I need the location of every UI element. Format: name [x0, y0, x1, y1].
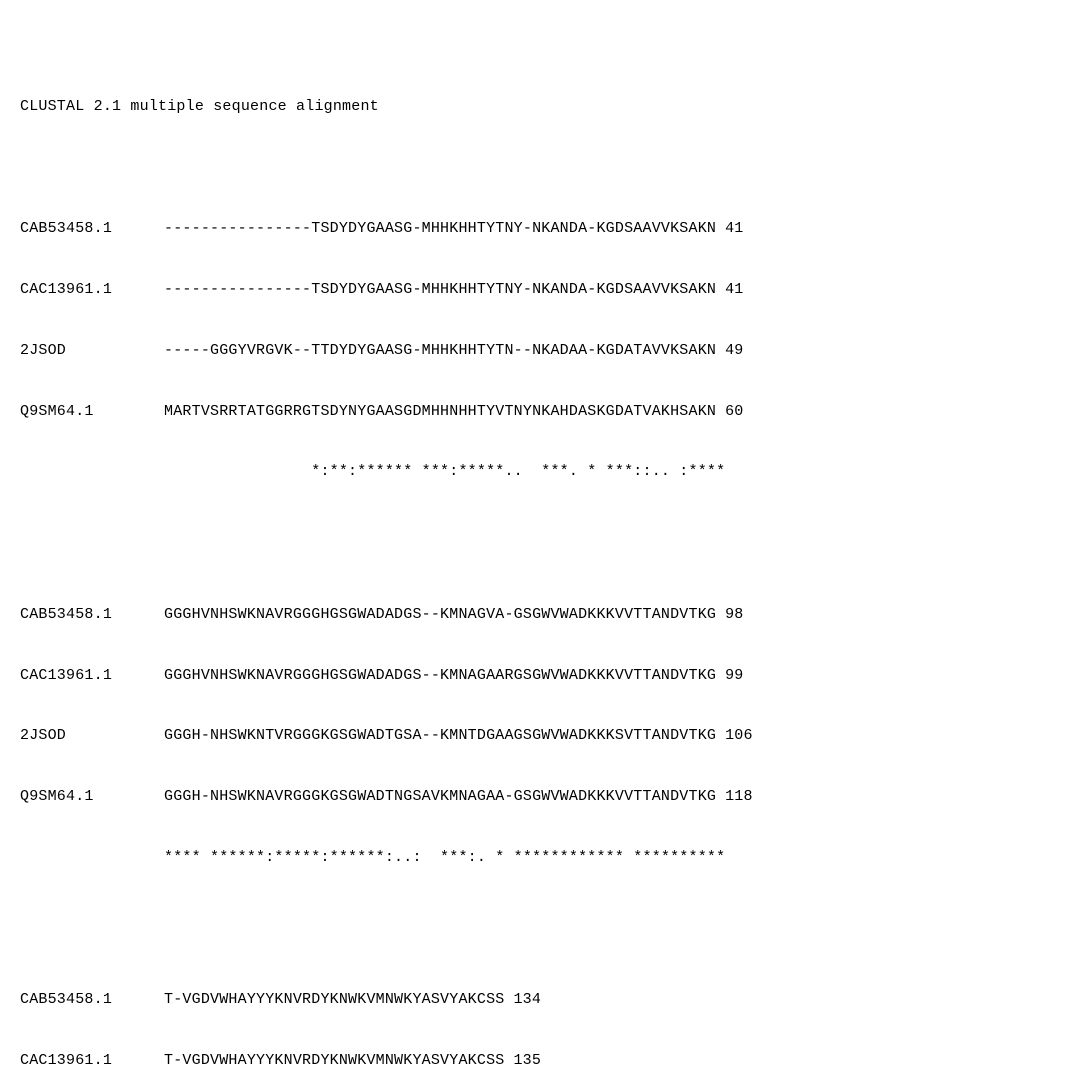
- seq-string: GGGHVNHSWKNAVRGGGHGSGWADADGS--KMNAGAARGS…: [164, 666, 716, 686]
- seq-row: CAB53458.1 T-VGDVWHAYYYKNVRDYKNWKVMNWKYA…: [20, 990, 1064, 1010]
- alignment-block-0: CAB53458.1 ----------------TSDYDYGAASG-M…: [20, 179, 1064, 503]
- seq-row: Q9SM64.1 MARTVSRRTATGGRRGTSDYNYGAASGDMHH…: [20, 402, 1064, 422]
- seq-pos: 41: [716, 219, 743, 239]
- seq-string: -----GGGYVRGVK--TTDYDYGAASG-MHHKHHTYTN--…: [164, 341, 716, 361]
- alignment-block-2: CAB53458.1 T-VGDVWHAYYYKNVRDYKNWKVMNWKYA…: [20, 950, 1064, 1088]
- seq-row: Q9SM64.1 GGGH-NHSWKNAVRGGGKGSGWADTNGSAVK…: [20, 787, 1064, 807]
- seq-string: GGGHVNHSWKNAVRGGGHGSGWADADGS--KMNAGVA-GS…: [164, 605, 716, 625]
- seq-label: Q9SM64.1: [20, 787, 164, 807]
- seq-pos: 60: [716, 402, 743, 422]
- seq-pos: 135: [504, 1051, 541, 1071]
- consensus-string: *:**:****** ***:*****.. ***. * ***::.. :…: [164, 462, 725, 482]
- seq-row: CAB53458.1 ----------------TSDYDYGAASG-M…: [20, 219, 1064, 239]
- seq-string: ----------------TSDYDYGAASG-MHHKHHTYTNY-…: [164, 219, 716, 239]
- alignment-title: CLUSTAL 2.1 multiple sequence alignment: [20, 97, 1064, 117]
- alignment-block-1: CAB53458.1 GGGHVNHSWKNAVRGGGHGSGWADADGS-…: [20, 564, 1064, 888]
- seq-label: CAC13961.1: [20, 280, 164, 300]
- seq-label: CAB53458.1: [20, 605, 164, 625]
- seq-row: CAC13961.1 GGGHVNHSWKNAVRGGGHGSGWADADGS-…: [20, 666, 1064, 686]
- consensus-string: **** ******:*****:******:..: ***:. * ***…: [164, 848, 725, 868]
- seq-pos: 134: [504, 990, 541, 1010]
- seq-pos: 99: [716, 666, 743, 686]
- seq-label: CAB53458.1: [20, 990, 164, 1010]
- seq-pos: 106: [716, 726, 753, 746]
- seq-pos: 98: [716, 605, 743, 625]
- seq-string: T-VGDVWHAYYYKNVRDYKNWKVMNWKYASVYAKCSS: [164, 990, 504, 1010]
- seq-string: MARTVSRRTATGGRRGTSDYNYGAASGDMHHNHHTYVTNY…: [164, 402, 716, 422]
- seq-row: CAC13961.1 T-VGDVWHAYYYKNVRDYKNWKVMNWKYA…: [20, 1051, 1064, 1071]
- consensus-row: *:**:****** ***:*****.. ***. * ***::.. :…: [20, 462, 1064, 482]
- consensus-spacer: [20, 462, 164, 482]
- seq-string: T-VGDVWHAYYYKNVRDYKNWKVMNWKYASVYAKCSS: [164, 1051, 504, 1071]
- seq-row: CAC13961.1 ----------------TSDYDYGAASG-M…: [20, 280, 1064, 300]
- seq-pos: 41: [716, 280, 743, 300]
- consensus-spacer: [20, 848, 164, 868]
- seq-label: 2JSOD: [20, 341, 164, 361]
- seq-label: CAB53458.1: [20, 219, 164, 239]
- seq-label: CAC13961.1: [20, 1051, 164, 1071]
- seq-label: CAC13961.1: [20, 666, 164, 686]
- seq-label: Q9SM64.1: [20, 402, 164, 422]
- seq-label: 2JSOD: [20, 726, 164, 746]
- seq-row: 2JSOD GGGH-NHSWKNTVRGGGKGSGWADTGSA--KMNT…: [20, 726, 1064, 746]
- consensus-row: **** ******:*****:******:..: ***:. * ***…: [20, 848, 1064, 868]
- seq-string: ----------------TSDYDYGAASG-MHHKHHTYTNY-…: [164, 280, 716, 300]
- seq-pos: 49: [716, 341, 743, 361]
- seq-string: GGGH-NHSWKNTVRGGGKGSGWADTGSA--KMNTDGAAGS…: [164, 726, 716, 746]
- seq-pos: 118: [716, 787, 753, 807]
- seq-row: CAB53458.1 GGGHVNHSWKNAVRGGGHGSGWADADGS-…: [20, 605, 1064, 625]
- seq-string: GGGH-NHSWKNAVRGGGKGSGWADTNGSAVKMNAGAA-GS…: [164, 787, 716, 807]
- seq-row: 2JSOD -----GGGYVRGVK--TTDYDYGAASG-MHHKHH…: [20, 341, 1064, 361]
